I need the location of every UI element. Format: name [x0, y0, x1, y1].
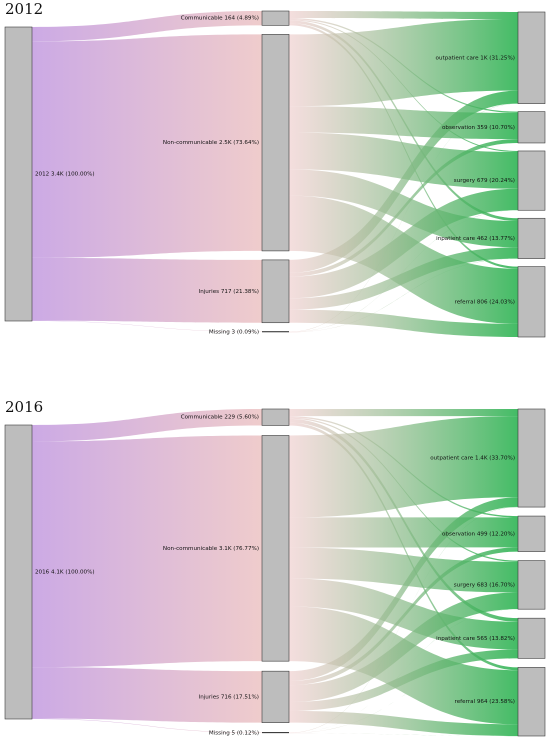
link-group [32, 11, 518, 337]
node-observation [517, 515, 546, 552]
node-label-communicable: Communicable 229 (5.60%) [181, 415, 259, 421]
link-miss-to-surg [289, 210, 518, 333]
link-inj-to-ip [289, 247, 518, 310]
node-inpatient-care [517, 617, 546, 659]
node-label-source: 2012 3.4K (100.00%) [35, 172, 95, 178]
node-source [4, 26, 33, 322]
node-surgery [517, 560, 546, 610]
node-label-observation: observation 359 (10.70%) [442, 125, 515, 131]
link-inj-to-op [289, 497, 518, 681]
node-communicable [261, 408, 290, 426]
link-noncomm-to-ip [289, 578, 518, 650]
node-label-referral: referral 806 (24.03%) [455, 299, 515, 305]
node-label-injuries: Injuries 717 (21.38%) [199, 289, 259, 295]
link-noncomm-to-surg [289, 132, 518, 189]
node-communicable [261, 10, 290, 26]
node-label-observation: observation 499 (12.20%) [442, 531, 515, 537]
node-non-communicable [261, 34, 290, 252]
node-label-non-communicable: Non-communicable 3.1K (76.77%) [163, 546, 259, 552]
node-label-missing: Missing 3 (0.09%) [209, 330, 259, 336]
node-label-outpatient-care: outpatient care 1K (31.25%) [436, 55, 515, 61]
node-outpatient-care [517, 408, 546, 508]
node-inpatient-care [517, 217, 546, 259]
node-label-referral: referral 964 (23.58%) [455, 699, 515, 705]
link-source-to-noncomm [32, 34, 262, 258]
label-group: 2016 4.1K (100.00%) Communicable 229 (5.… [35, 415, 515, 737]
node-label-inpatient-care: inpatient care 565 (13.82%) [436, 636, 515, 642]
link-inj-to-op [289, 90, 518, 273]
link-miss-to-ip [289, 258, 518, 333]
link-miss-to-op [289, 506, 518, 733]
label-group: 2012 3.4K (100.00%) Communicable 164 (4.… [35, 16, 515, 336]
node-referral [517, 667, 546, 737]
node-observation [517, 111, 546, 144]
node-label-inpatient-care: inpatient care 462 (13.77%) [436, 236, 515, 242]
link-noncomm-to-op [289, 416, 518, 518]
link-miss-to-ip [289, 658, 518, 734]
node-label-surgery: surgery 683 (16.70%) [454, 582, 515, 588]
link-source-to-noncomm [32, 435, 262, 668]
link-inj-to-obs [289, 547, 518, 686]
link-group [32, 409, 518, 737]
panel-title: 2016 [5, 398, 43, 416]
node-non-communicable [261, 435, 290, 662]
link-source-to-miss [32, 320, 262, 332]
link-miss-to-op [289, 103, 518, 332]
link-noncomm-to-ref [289, 195, 518, 324]
link-inj-to-surg [289, 592, 518, 703]
link-comm-to-op [289, 11, 518, 19]
link-source-to-inj [32, 257, 262, 323]
link-inj-to-ref [289, 309, 518, 337]
link-source-to-miss [32, 718, 262, 733]
panel-title: 2012 [5, 0, 43, 18]
node-injuries [261, 259, 290, 324]
node-outpatient-care [517, 11, 546, 104]
node-label-non-communicable: Non-communicable 2.5K (73.64%) [163, 140, 259, 146]
node-group [4, 408, 546, 737]
link-source-to-inj [32, 667, 262, 723]
link-source-to-comm [32, 11, 262, 42]
node-label-source: 2016 4.1K (100.00%) [35, 570, 95, 576]
node-surgery [517, 150, 546, 211]
link-inj-to-surg [289, 188, 518, 299]
link-noncomm-to-ref [289, 606, 518, 725]
link-source-to-comm [32, 409, 262, 442]
link-comm-to-op [289, 409, 518, 417]
node-source [4, 424, 33, 720]
link-inj-to-ref [289, 710, 518, 736]
node-label-communicable: Communicable 164 (4.89%) [181, 16, 259, 22]
link-miss-to-surg [289, 609, 518, 734]
node-group [4, 10, 546, 338]
node-label-injuries: Injuries 716 (17.51%) [199, 694, 259, 700]
node-label-missing: Missing 5 (0.12%) [209, 730, 259, 736]
node-label-outpatient-care: outpatient care 1.4K (33.70%) [430, 456, 515, 462]
link-noncomm-to-op [289, 18, 518, 107]
link-miss-to-ref [289, 733, 518, 737]
link-inj-to-obs [289, 139, 518, 277]
link-inj-to-ip [289, 649, 518, 711]
node-label-surgery: surgery 679 (20.24%) [454, 178, 515, 184]
node-referral [517, 266, 546, 338]
node-injuries [261, 670, 290, 723]
sankey-panel-2012: 2012 2012 3.4K (100.00%) Communicable 16… [4, 0, 546, 338]
link-noncomm-to-surg [289, 547, 518, 593]
sankey-panel-2016: 2016 2016 4.1K (100.00%) Communicable 22… [4, 398, 546, 737]
